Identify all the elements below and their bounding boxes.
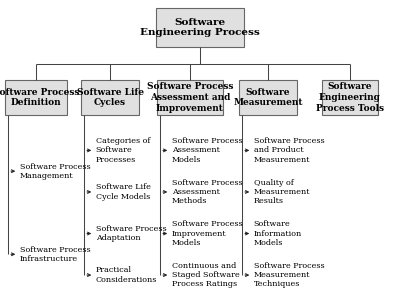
FancyBboxPatch shape	[5, 80, 67, 115]
Text: Software Process
Assessment
Methods: Software Process Assessment Methods	[172, 179, 242, 205]
Text: Software Life
Cycles: Software Life Cycles	[76, 88, 144, 107]
Text: Continuous and
Staged Software
Process Ratings: Continuous and Staged Software Process R…	[172, 262, 240, 288]
FancyBboxPatch shape	[157, 80, 223, 115]
Text: Practical
Considerations: Practical Considerations	[96, 267, 157, 284]
Text: Software Process
Definition: Software Process Definition	[0, 88, 79, 107]
Text: Software
Engineering
Process Tools: Software Engineering Process Tools	[316, 82, 384, 113]
Text: Software Process
Assessment and
Improvement: Software Process Assessment and Improvem…	[147, 82, 233, 113]
FancyBboxPatch shape	[239, 80, 297, 115]
Text: Software
Information
Models: Software Information Models	[254, 220, 302, 247]
FancyBboxPatch shape	[81, 80, 139, 115]
Text: Software Process
Improvement
Models: Software Process Improvement Models	[172, 220, 242, 247]
Text: Software
Measurement: Software Measurement	[233, 88, 303, 107]
Text: Software Process
Measurement
Techniques: Software Process Measurement Techniques	[254, 262, 324, 288]
Text: Software Process
Assessment
Models: Software Process Assessment Models	[172, 137, 242, 163]
Text: Categories of
Software
Processes: Categories of Software Processes	[96, 137, 150, 163]
Text: Software Process
and Product
Measurement: Software Process and Product Measurement	[254, 137, 324, 163]
FancyBboxPatch shape	[156, 8, 244, 47]
Text: Software Process
Adaptation: Software Process Adaptation	[96, 225, 166, 242]
Text: Software Process
Infrastructure: Software Process Infrastructure	[20, 246, 90, 263]
FancyBboxPatch shape	[322, 80, 378, 115]
Text: Software Life
Cycle Models: Software Life Cycle Models	[96, 183, 151, 201]
Text: Quality of
Measurement
Results: Quality of Measurement Results	[254, 179, 310, 205]
Text: Software Process
Management: Software Process Management	[20, 163, 90, 180]
Text: Software
Engineering Process: Software Engineering Process	[140, 18, 260, 37]
